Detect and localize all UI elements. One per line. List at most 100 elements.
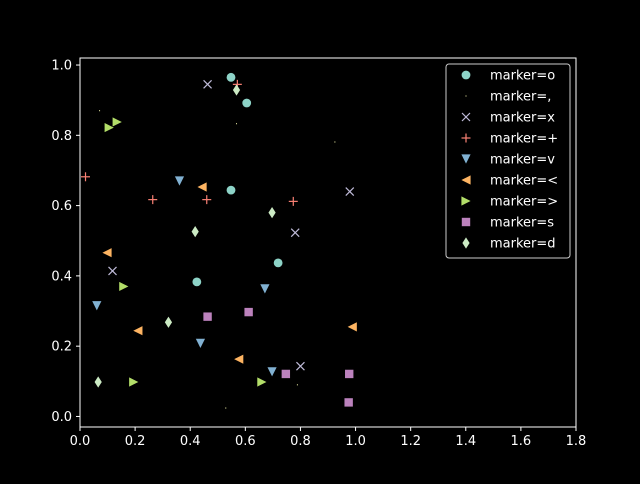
series-o-group bbox=[192, 72, 283, 287]
axes-border bbox=[79, 57, 577, 428]
data-point bbox=[108, 266, 117, 276]
series-x-group bbox=[108, 79, 355, 371]
y-tick-label: 0.0 bbox=[51, 410, 72, 425]
series--group bbox=[99, 110, 336, 409]
data-point bbox=[202, 195, 212, 205]
legend-item: marker=d bbox=[462, 237, 556, 252]
legend-marker bbox=[461, 112, 471, 122]
x-tick-label: 0.8 bbox=[290, 434, 311, 449]
legend: marker=o marker=, marker=x marker=+ marker=v… bbox=[445, 63, 571, 259]
legend-item: marker=, bbox=[465, 90, 551, 105]
data-point bbox=[191, 226, 199, 238]
legend-item: marker=s bbox=[461, 216, 554, 231]
data-point bbox=[94, 376, 102, 388]
data-point bbox=[164, 316, 173, 328]
legend-label: marker=s bbox=[490, 216, 554, 231]
series--group bbox=[102, 182, 357, 364]
data-point bbox=[290, 228, 300, 238]
legend-item: marker=> bbox=[461, 195, 558, 210]
legend-item: marker=x bbox=[461, 111, 555, 126]
data-point bbox=[268, 207, 276, 219]
data-point bbox=[267, 367, 277, 377]
series--group bbox=[81, 79, 298, 206]
data-point bbox=[203, 312, 212, 321]
data-point bbox=[281, 369, 291, 379]
x-tick-label: 1.4 bbox=[455, 434, 476, 449]
x-tick-label: 1.6 bbox=[511, 434, 532, 449]
x-tick-label: 0.4 bbox=[180, 434, 201, 449]
x-tick-label: 1.0 bbox=[345, 434, 366, 449]
data-point bbox=[242, 98, 252, 108]
legend-marker bbox=[461, 196, 471, 206]
data-point bbox=[129, 377, 139, 387]
x-tick-label: 1.8 bbox=[566, 434, 587, 449]
data-point bbox=[197, 182, 207, 192]
data-point bbox=[345, 187, 355, 196]
legend-label: marker=, bbox=[490, 90, 551, 105]
data-point-stroke bbox=[296, 361, 305, 371]
data-point bbox=[236, 123, 238, 125]
data-point bbox=[345, 369, 354, 379]
y-tick-label: 0.4 bbox=[51, 269, 72, 284]
legend-marker-stroke bbox=[461, 112, 471, 122]
legend-item: marker=o bbox=[461, 69, 555, 84]
legend-marker bbox=[461, 154, 471, 164]
legend-label: marker=+ bbox=[490, 132, 558, 147]
data-point bbox=[99, 110, 101, 112]
data-point bbox=[102, 248, 112, 258]
series-s-group bbox=[203, 307, 354, 407]
legend-label: marker=< bbox=[490, 174, 558, 189]
plot-area bbox=[81, 72, 357, 409]
y-tick-label: 1.0 bbox=[51, 59, 72, 74]
data-point bbox=[232, 84, 241, 96]
legend-marker bbox=[461, 217, 471, 227]
data-point bbox=[226, 185, 236, 195]
data-point bbox=[225, 407, 227, 409]
legend-item: marker=< bbox=[461, 174, 558, 189]
data-point bbox=[148, 195, 158, 205]
legend-box bbox=[445, 63, 571, 259]
series-d-group bbox=[94, 84, 276, 388]
data-point bbox=[226, 72, 236, 82]
data-point-stroke bbox=[290, 228, 300, 238]
legend-item: marker=+ bbox=[461, 132, 558, 147]
legend-marker bbox=[462, 237, 470, 249]
legend-item: marker=v bbox=[461, 153, 555, 168]
data-point bbox=[133, 326, 143, 336]
data-point bbox=[203, 79, 213, 89]
y-tick-label: 0.2 bbox=[51, 340, 72, 355]
data-point-stroke bbox=[203, 79, 213, 89]
data-point bbox=[112, 117, 122, 127]
data-point bbox=[234, 354, 244, 364]
data-point bbox=[296, 361, 305, 371]
data-point bbox=[288, 196, 298, 206]
data-point bbox=[195, 338, 206, 348]
data-point bbox=[334, 141, 336, 143]
data-point bbox=[257, 377, 267, 387]
legend-marker bbox=[461, 175, 471, 185]
data-point bbox=[104, 122, 114, 133]
legend-marker bbox=[461, 70, 471, 80]
data-point bbox=[260, 284, 270, 294]
y-tick-label: 0.8 bbox=[51, 129, 72, 144]
data-point bbox=[174, 176, 185, 186]
data-point bbox=[344, 398, 353, 407]
data-point bbox=[273, 258, 283, 268]
x-axis: 0.0 0.2 0.4 0.6 0.8 1.0 1.2 1.4 1.6 1.8 bbox=[70, 427, 587, 449]
data-point bbox=[244, 307, 253, 317]
x-tick-label: 0.6 bbox=[235, 434, 256, 449]
legend-label: marker=d bbox=[490, 237, 556, 252]
legend-label: marker=o bbox=[490, 69, 555, 84]
legend-label: marker=v bbox=[490, 153, 555, 168]
legend-label: marker=x bbox=[490, 111, 555, 126]
y-tick-label: 0.6 bbox=[51, 199, 72, 214]
data-point bbox=[192, 277, 202, 287]
data-point bbox=[347, 322, 357, 332]
data-point bbox=[81, 172, 91, 182]
y-axis: 0.0 0.2 0.4 0.6 0.8 1.0 bbox=[51, 59, 80, 425]
data-point bbox=[92, 301, 102, 311]
x-tick-label: 0.0 bbox=[70, 434, 91, 449]
data-point-stroke bbox=[108, 266, 117, 276]
